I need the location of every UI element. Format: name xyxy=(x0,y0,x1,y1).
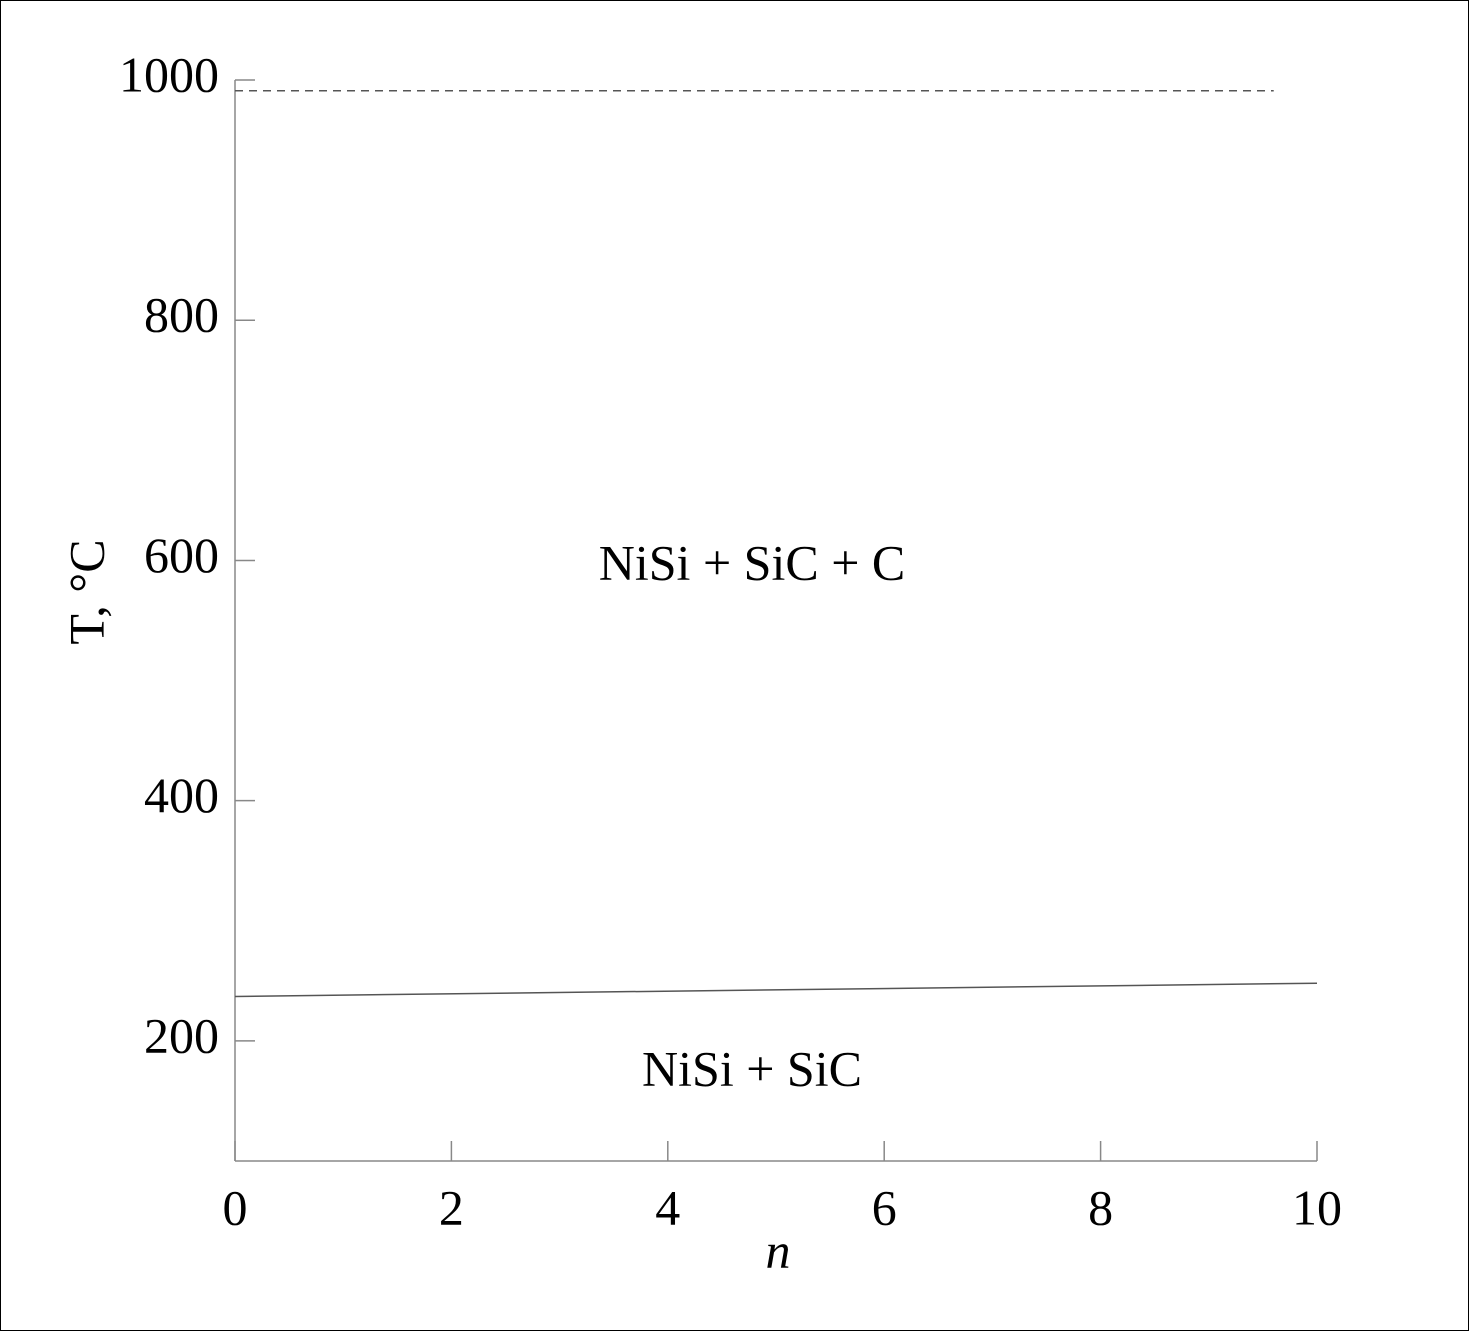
region-label: NiSi + SiC + C xyxy=(599,534,906,590)
x-axis-label: n xyxy=(766,1222,791,1278)
x-tick-label: 2 xyxy=(439,1179,464,1235)
x-tick-label: 10 xyxy=(1292,1179,1342,1235)
y-tick-label: 400 xyxy=(144,767,219,823)
x-tick-label: 8 xyxy=(1088,1179,1113,1235)
x-tick-label: 4 xyxy=(655,1179,680,1235)
region-label: NiSi + SiC xyxy=(642,1040,862,1096)
boundary-line xyxy=(234,982,1318,998)
x-tick-label: 0 xyxy=(223,1179,248,1235)
y-tick-label: 600 xyxy=(144,527,219,583)
y-tick-label: 1000 xyxy=(119,46,219,102)
y-tick-label: 800 xyxy=(144,287,219,343)
y-axis-label: T, °C xyxy=(58,539,114,644)
y-tick-label: 200 xyxy=(144,1007,219,1063)
x-tick-label: 6 xyxy=(872,1179,897,1235)
